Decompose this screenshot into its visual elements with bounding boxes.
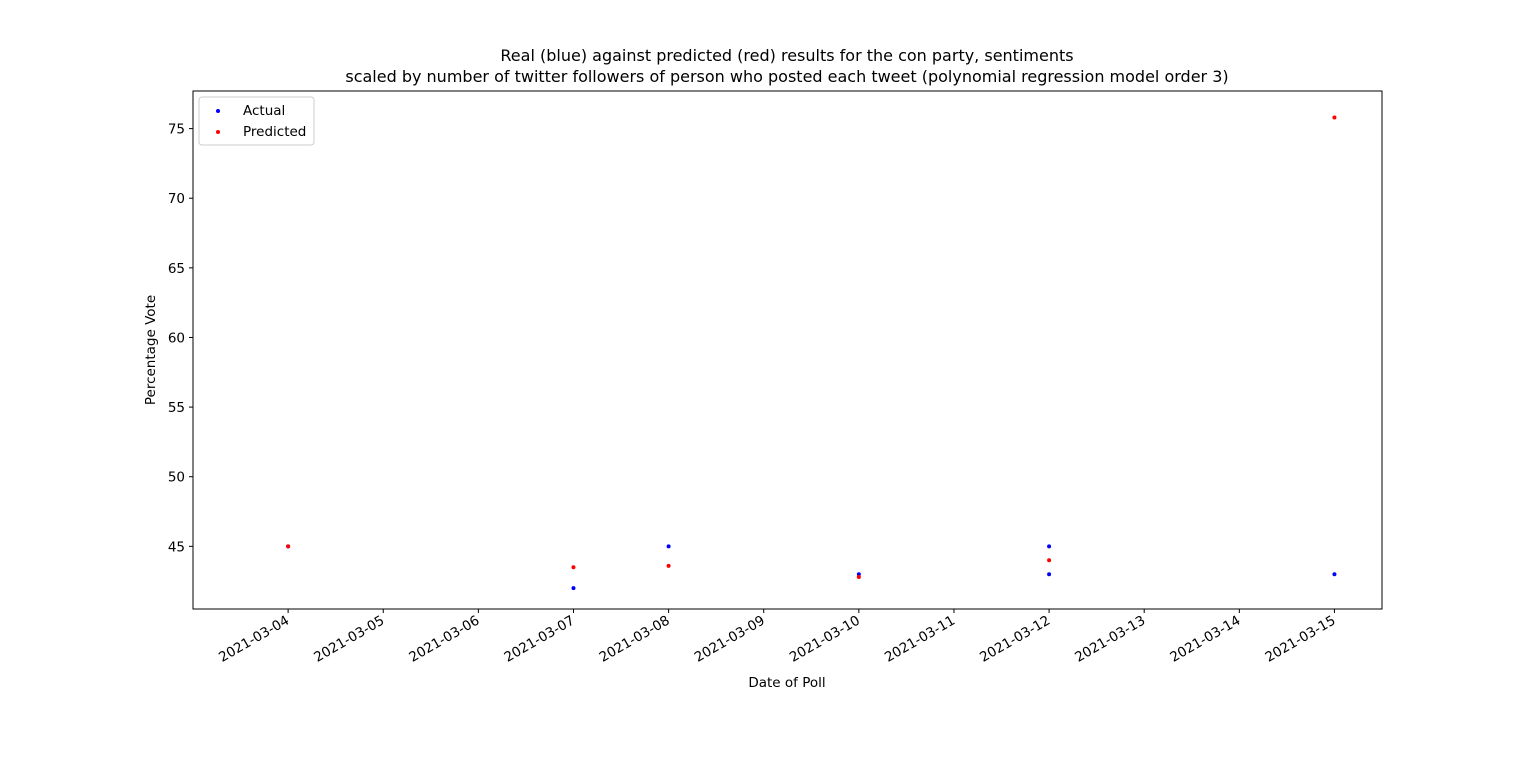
data-point-actual (1332, 572, 1337, 577)
data-point-predicted (1332, 115, 1337, 120)
x-tick-label: 2021-03-12 (977, 613, 1053, 666)
legend: Actual Predicted (198, 96, 315, 146)
x-tick-label: 2021-03-06 (406, 613, 482, 666)
legend-marker-actual (216, 109, 220, 113)
y-axis-label: Percentage Vote (143, 295, 159, 405)
y-tick-label: 60 (168, 330, 185, 346)
x-tick-label: 2021-03-11 (882, 613, 958, 666)
data-point-actual (666, 544, 671, 549)
x-tick-label: 2021-03-13 (1072, 613, 1148, 666)
data-point-predicted (571, 565, 576, 570)
data-point-actual (1047, 544, 1052, 549)
x-axis: 2021-03-04 2021-03-05 2021-03-06 2021-03-07… (216, 609, 1338, 666)
y-tick-label: 75 (168, 122, 185, 138)
data-point-actual (856, 572, 861, 577)
chart-title: Real (blue) against predicted (red) resu… (500, 46, 1073, 65)
x-tick-label: 2021-03-14 (1167, 613, 1243, 666)
x-tick-label: 2021-03-07 (502, 613, 578, 666)
plot-area-frame (192, 90, 1383, 610)
data-point-predicted (1047, 558, 1052, 563)
data-point-predicted (666, 563, 671, 568)
x-tick-label: 2021-03-04 (216, 613, 292, 666)
x-axis-label: Date of Poll (748, 675, 825, 691)
data-point-predicted (856, 574, 861, 579)
y-tick-label: 65 (168, 261, 185, 277)
data-points (286, 115, 1337, 591)
y-tick-label: 50 (168, 470, 185, 486)
x-tick-label: 2021-03-10 (787, 613, 863, 666)
data-point-actual (571, 586, 576, 591)
legend-label-actual: Actual (243, 103, 285, 119)
legend-label-predicted: Predicted (243, 124, 306, 140)
x-tick-label: 2021-03-09 (692, 613, 768, 666)
legend-marker-predicted (216, 130, 220, 134)
x-tick-label: 2021-03-05 (311, 613, 387, 666)
x-tick-label: 2021-03-08 (597, 613, 673, 666)
y-tick-label: 70 (168, 191, 185, 207)
x-tick-label: 2021-03-15 (1262, 613, 1338, 666)
chart-subtitle: scaled by number of twitter followers of… (345, 67, 1228, 86)
data-point-predicted (286, 544, 291, 549)
legend-box (198, 96, 315, 146)
data-point-actual (1047, 572, 1052, 577)
y-axis: 45 50 55 60 65 70 75 (168, 122, 193, 555)
y-tick-label: 45 (168, 539, 185, 555)
y-tick-label: 55 (168, 400, 185, 416)
